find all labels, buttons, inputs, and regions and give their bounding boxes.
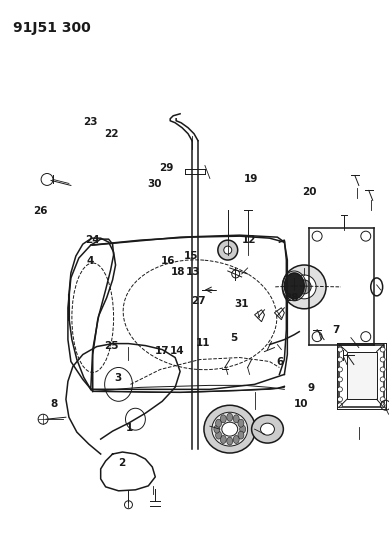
Circle shape — [224, 246, 232, 254]
Text: 5: 5 — [230, 333, 238, 343]
Ellipse shape — [261, 423, 275, 435]
Text: 22: 22 — [105, 129, 119, 139]
Text: 7: 7 — [333, 325, 340, 335]
Circle shape — [312, 231, 322, 241]
Polygon shape — [347, 352, 377, 399]
Ellipse shape — [227, 437, 233, 445]
Circle shape — [380, 397, 385, 402]
Text: 10: 10 — [294, 399, 309, 409]
Text: 16: 16 — [161, 256, 175, 266]
Ellipse shape — [284, 273, 304, 299]
Ellipse shape — [222, 422, 238, 436]
Circle shape — [337, 377, 342, 382]
Text: 28: 28 — [285, 293, 299, 303]
Text: 1: 1 — [126, 423, 133, 433]
Circle shape — [337, 397, 342, 402]
Text: 6: 6 — [277, 357, 284, 367]
Circle shape — [292, 275, 316, 299]
Text: 19: 19 — [244, 174, 258, 184]
Circle shape — [297, 280, 311, 294]
Circle shape — [380, 357, 385, 362]
Text: 17: 17 — [155, 346, 169, 357]
Circle shape — [282, 265, 326, 309]
Ellipse shape — [204, 405, 255, 453]
Ellipse shape — [220, 415, 226, 423]
Text: 8: 8 — [50, 399, 57, 409]
Ellipse shape — [214, 425, 220, 433]
Circle shape — [337, 403, 342, 408]
Text: 26: 26 — [33, 206, 47, 216]
Ellipse shape — [212, 412, 248, 446]
Text: 2: 2 — [118, 458, 125, 467]
Circle shape — [380, 403, 385, 408]
Circle shape — [337, 347, 342, 352]
Circle shape — [361, 332, 371, 342]
Text: 9: 9 — [308, 383, 315, 393]
Circle shape — [380, 377, 385, 382]
Circle shape — [337, 387, 342, 392]
Text: 31: 31 — [234, 298, 249, 309]
Circle shape — [380, 367, 385, 372]
Text: 29: 29 — [159, 164, 173, 173]
Ellipse shape — [233, 415, 239, 423]
Text: 4: 4 — [87, 256, 94, 266]
Ellipse shape — [252, 415, 284, 443]
Text: 23: 23 — [83, 117, 98, 127]
Circle shape — [312, 332, 322, 342]
Text: 14: 14 — [170, 346, 185, 357]
Ellipse shape — [220, 435, 226, 443]
Text: 11: 11 — [195, 338, 210, 349]
Text: 3: 3 — [114, 373, 121, 383]
Circle shape — [380, 347, 385, 352]
Text: 27: 27 — [191, 296, 206, 306]
Text: 13: 13 — [186, 267, 200, 277]
Circle shape — [361, 231, 371, 241]
Text: 12: 12 — [242, 235, 257, 245]
Text: 18: 18 — [170, 267, 185, 277]
Text: 24: 24 — [85, 235, 100, 245]
Polygon shape — [275, 308, 284, 320]
Circle shape — [218, 240, 238, 260]
Polygon shape — [255, 310, 264, 322]
Ellipse shape — [227, 413, 233, 421]
Ellipse shape — [216, 431, 222, 439]
Text: 25: 25 — [105, 341, 119, 351]
Text: 20: 20 — [302, 187, 316, 197]
Ellipse shape — [233, 435, 239, 443]
Ellipse shape — [238, 431, 244, 439]
Ellipse shape — [216, 419, 222, 427]
Circle shape — [337, 367, 342, 372]
Ellipse shape — [240, 425, 246, 433]
Text: 30: 30 — [147, 179, 161, 189]
Circle shape — [337, 357, 342, 362]
Text: 91J51 300: 91J51 300 — [13, 21, 91, 35]
Text: 15: 15 — [184, 251, 199, 261]
Circle shape — [380, 387, 385, 392]
Ellipse shape — [238, 419, 244, 427]
